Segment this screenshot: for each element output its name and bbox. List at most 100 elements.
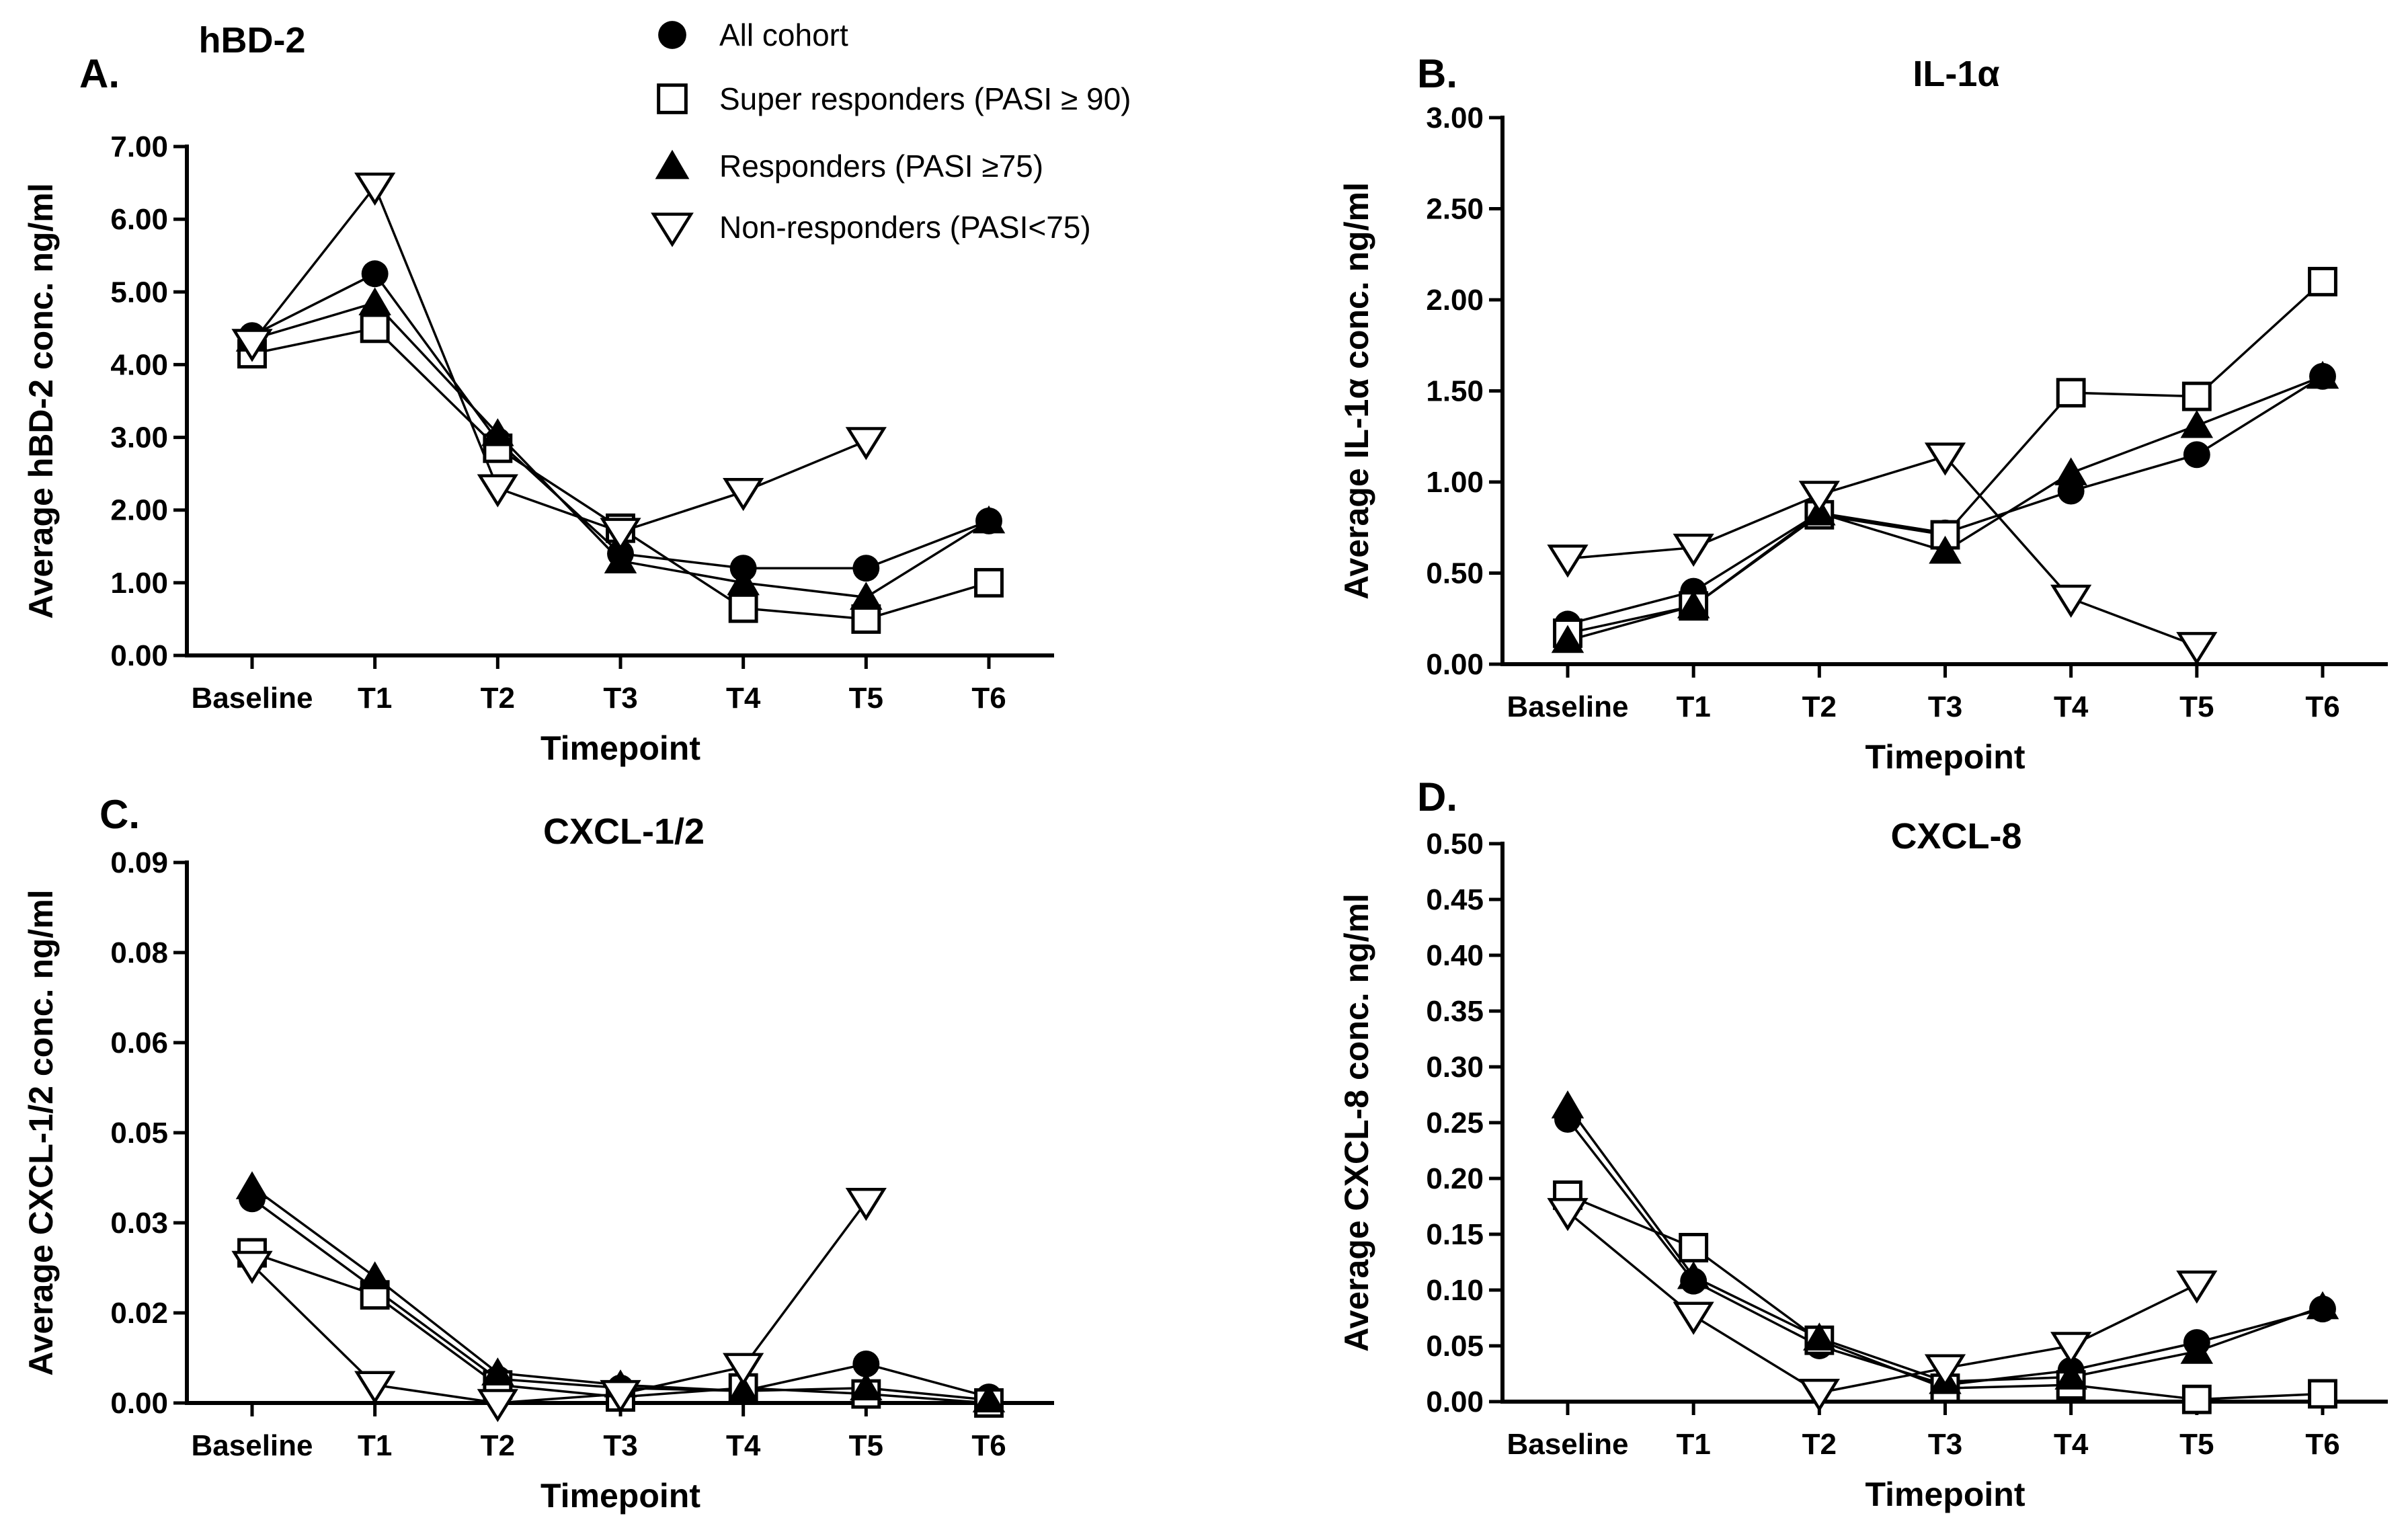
panel-b-responders-point (1677, 590, 1710, 618)
panel-d-x-tick-label: Baseline (1507, 1428, 1629, 1461)
panel-b-y-tick-label: 3.00 (1426, 102, 1484, 134)
panel-a-responders-point (972, 505, 1006, 534)
panel-a-responders-point (850, 581, 883, 610)
panel-d-responders-point (1803, 1322, 1836, 1351)
panel-a-super-responders-point (728, 593, 758, 623)
panel-d-y-tick-label: 0.35 (1426, 995, 1484, 1028)
panel-d-y-tick-label: 0.05 (1426, 1330, 1484, 1363)
legend-marker-non-responders (651, 212, 694, 247)
panel-c-non-responders-point (231, 1250, 273, 1285)
panel-d-non-responders-line (1566, 1211, 2198, 1394)
panel-b-non-responders-point (2176, 632, 2218, 666)
panel-c-cxcl12: C. CXCL-1/2 0.00 0.02 0.03 0.05 0.06 0.08 0.09… (22, 792, 1054, 1515)
panel-d-x-tick-label: T4 (2054, 1428, 2089, 1461)
legend-label-responders: Responders (PASI ≥75) (719, 149, 1043, 184)
panel-a-y-tick-label: 2.00 (110, 494, 168, 527)
panel-a-y-axis-title: Average hBD-2 conc. ng/ml (22, 183, 60, 618)
panel-d-non-responders-point (2050, 1332, 2092, 1365)
panel-d-super-responders-point (1679, 1232, 1709, 1262)
panel-b-responders-point (2306, 360, 2339, 389)
panel-b-non-responders-point (2050, 584, 2092, 618)
panel-d-label: D. (1417, 774, 1457, 819)
panel-c-y-tick-label: 0.00 (110, 1387, 168, 1420)
panel-c-y-tick-label: 0.02 (110, 1297, 168, 1330)
panel-b-y-tick-label: 0.00 (1426, 648, 1484, 681)
panel-c-x-tick-label: T1 (358, 1429, 392, 1462)
panel-b-x-tick-label: T6 (2305, 690, 2339, 723)
panel-c-y-tick-label: 0.08 (110, 936, 168, 969)
panel-d-title: CXCL-8 (1890, 816, 2021, 856)
panel-b-super-responders-point (2056, 378, 2086, 408)
panel-a-responders-point (604, 545, 637, 573)
panel-b-x-tick-label: T4 (2054, 690, 2089, 723)
panel-c-responders-point (850, 1372, 883, 1401)
panel-b-label: B. (1417, 51, 1457, 96)
panel-a-y-tick-label: 1.00 (110, 567, 168, 600)
panel-a-non-responders-point (723, 477, 764, 512)
panel-b-super-responders-point (2181, 381, 2212, 411)
legend-marker-all-cohort (658, 21, 686, 49)
panel-d-non-responders-point (2176, 1270, 2218, 1304)
panel-c-all-cohort-point (852, 1350, 880, 1377)
panel-c-responders-point (481, 1357, 514, 1386)
panel-d-y-tick-label: 0.50 (1426, 828, 1484, 860)
panel-a-non-responders-point (477, 474, 518, 508)
panel-b-x-tick-label: T3 (1928, 690, 1962, 723)
panel-c-x-tick-label: T6 (971, 1429, 1006, 1462)
panel-c-non-responders-point (845, 1188, 887, 1221)
panel-c-non-responders-line (251, 1201, 867, 1404)
panel-c-x-tick-label: T2 (481, 1429, 515, 1462)
panel-d-responders-point (1551, 1090, 1584, 1119)
panel-b-non-responders-point (1798, 481, 1840, 514)
panel-b-il1a: B. IL-1α 0.00 0.50 1.00 1.50 2.00 2.50 3.00 Bas… (1338, 51, 2388, 776)
panel-a-non-responders-line (251, 184, 867, 534)
panel-b-y-axis-title: Average IL-1α conc. ng/ml (1338, 182, 1375, 600)
panel-d-x-tick-label: T2 (1802, 1428, 1837, 1461)
panel-c-responders-point (235, 1171, 269, 1199)
panel-a-x-tick-label: T2 (481, 682, 515, 715)
panel-a-super-responders-point (974, 567, 1004, 598)
panel-d-responders-point (1677, 1260, 1710, 1289)
panel-a-x-tick-label: T1 (358, 682, 392, 715)
panel-d-responders-point (2054, 1361, 2087, 1390)
legend-label-super-responders: Super responders (PASI ≥ 90) (719, 81, 1131, 116)
panel-a-non-responders-point (845, 427, 887, 460)
panel-b-responders-point (1929, 535, 1962, 564)
panel-d-x-tick-label: T3 (1928, 1428, 1962, 1461)
panel-b-super-responders-point (2308, 266, 2337, 296)
panel-d-responders-point (2306, 1291, 2339, 1320)
panel-a-hbd2: A. hBD-2 0.00 1.00 2.00 3.00 4.00 5.00 6.00 7.0… (22, 20, 1054, 767)
panel-d-super-responders-point (2308, 1379, 2337, 1409)
panel-d-non-responders-point (1673, 1301, 1714, 1335)
legend: All cohort Super responders (PASI ≥ 90) Re… (651, 17, 1131, 247)
panel-a-super-responders-point (360, 313, 390, 344)
legend-label-non-responders: Non-responders (PASI<75) (719, 210, 1091, 245)
panel-c-y-tick-label: 0.05 (110, 1117, 168, 1150)
legend-label-all-cohort: All cohort (719, 17, 848, 52)
panel-b-x-tick-label: T1 (1676, 690, 1710, 723)
panel-b-non-responders-line (1567, 455, 2198, 647)
panel-b-all-cohort-point (2183, 441, 2210, 469)
panel-b-x-tick-label: T2 (1802, 690, 1837, 723)
panel-c-responders-point (358, 1261, 391, 1289)
panel-d-x-tick-label: T5 (2179, 1428, 2214, 1461)
panel-d-y-tick-label: 0.00 (1426, 1386, 1484, 1418)
panel-d-y-tick-label: 0.15 (1426, 1218, 1484, 1251)
panel-d-y-tick-label: 0.45 (1426, 883, 1484, 916)
panel-c-x-axis-title: Timepoint (540, 1477, 700, 1515)
panel-a-super-responders-line (251, 327, 990, 620)
panel-d-y-tick-label: 0.25 (1426, 1107, 1484, 1139)
legend-marker-super-responders (657, 83, 688, 114)
panel-c-x-tick-label: Baseline (192, 1429, 313, 1462)
panel-a-x-tick-label: T5 (849, 682, 883, 715)
panel-c-responders-point (727, 1375, 760, 1404)
panel-d-y-tick-label: 0.10 (1426, 1274, 1484, 1307)
panel-d-y-axis-title: Average CXCL-8 conc. ng/ml (1338, 893, 1375, 1352)
panel-b-y-tick-label: 1.00 (1426, 466, 1484, 499)
panel-b-non-responders-point (1673, 533, 1714, 567)
panel-b-x-tick-label: T5 (2179, 690, 2214, 723)
panel-a-y-tick-label: 0.00 (110, 639, 168, 672)
panel-a-responders-point (727, 567, 760, 596)
panel-d-cxcl8: D. CXCL-8 0.00 0.05 0.10 0.15 0.20 0.25 0.30 0.… (1338, 774, 2388, 1513)
